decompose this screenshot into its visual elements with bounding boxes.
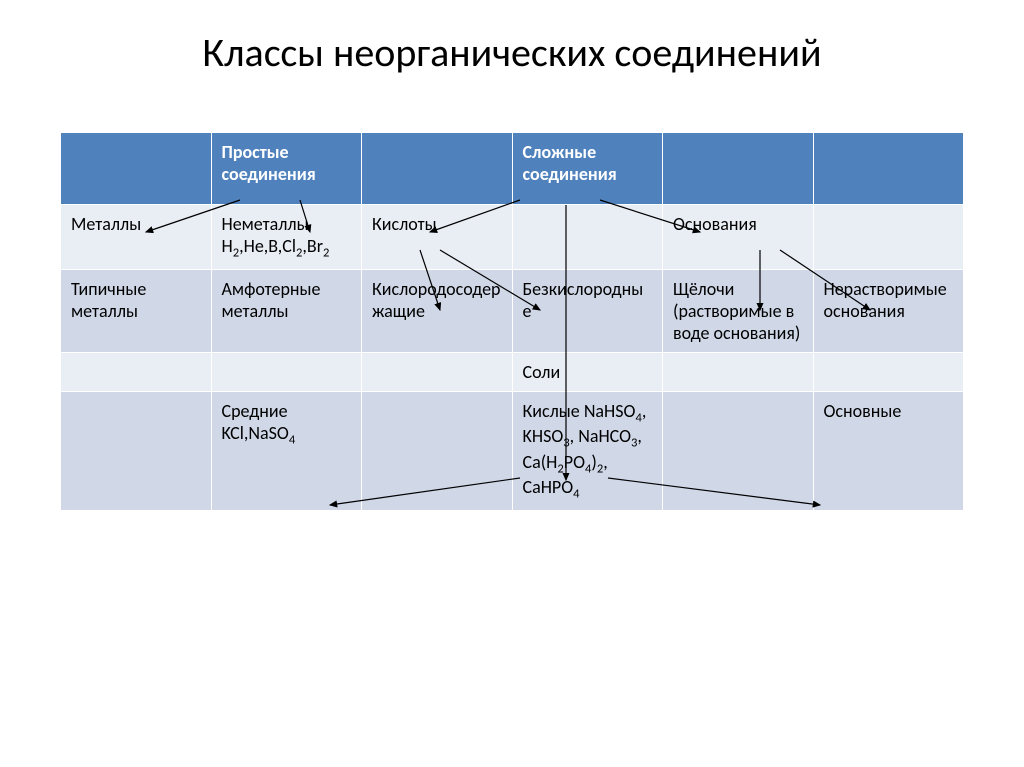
cell-h0	[61, 133, 212, 205]
cell-r4c1: Средние KCl,NaSO4	[211, 391, 362, 510]
cell-r4c4	[663, 391, 814, 510]
cell-r2c1: Амфотерные металлы	[211, 269, 362, 352]
cell-r1c2: Кислоты	[362, 205, 513, 270]
cell-r3c0	[61, 352, 212, 391]
cell-r3c1	[211, 352, 362, 391]
cell-r1c3	[512, 205, 663, 270]
cell-r4c2	[362, 391, 513, 510]
cell-r1c0: Металлы	[61, 205, 212, 270]
cell-r4c5: Основные	[813, 391, 964, 510]
cell-r1c5	[813, 205, 964, 270]
classification-table: Простые соединения Сложные соединения Ме…	[60, 132, 964, 511]
cell-r4c0	[61, 391, 212, 510]
cell-r2c5: Нерастворимые основания	[813, 269, 964, 352]
cell-h5	[813, 133, 964, 205]
cell-r3c2	[362, 352, 513, 391]
cell-r3c5	[813, 352, 964, 391]
table-header-row: Простые соединения Сложные соединения	[61, 133, 964, 205]
cell-h3: Сложные соединения	[512, 133, 663, 205]
cell-r1c4: Основания	[663, 205, 814, 270]
cell-r2c2: Кислородосодержащие	[362, 269, 513, 352]
cell-r3c3: Соли	[512, 352, 663, 391]
cell-h1: Простые соединения	[211, 133, 362, 205]
table-row: Металлы Неметаллы H2,He,B,Cl2,Br2 Кислот…	[61, 205, 964, 270]
cell-h2	[362, 133, 513, 205]
cell-r3c4	[663, 352, 814, 391]
cell-r2c3: Безкислородные	[512, 269, 663, 352]
table-row: Типичные металлы Амфотерные металлы Кисл…	[61, 269, 964, 352]
cell-r4c3: Кислые NaHSO4, KHSO3, NaHCO3, Ca(H2PO4)2…	[512, 391, 663, 510]
cell-r1c1: Неметаллы H2,He,B,Cl2,Br2	[211, 205, 362, 270]
cell-r2c4: Щёлочи (растворимые в воде основания)	[663, 269, 814, 352]
table-row: Средние KCl,NaSO4 Кислые NaHSO4, KHSO3, …	[61, 391, 964, 510]
cell-r2c0: Типичные металлы	[61, 269, 212, 352]
page-title: Классы неорганических соединений	[0, 0, 1024, 101]
table-row: Соли	[61, 352, 964, 391]
cell-h4	[663, 133, 814, 205]
